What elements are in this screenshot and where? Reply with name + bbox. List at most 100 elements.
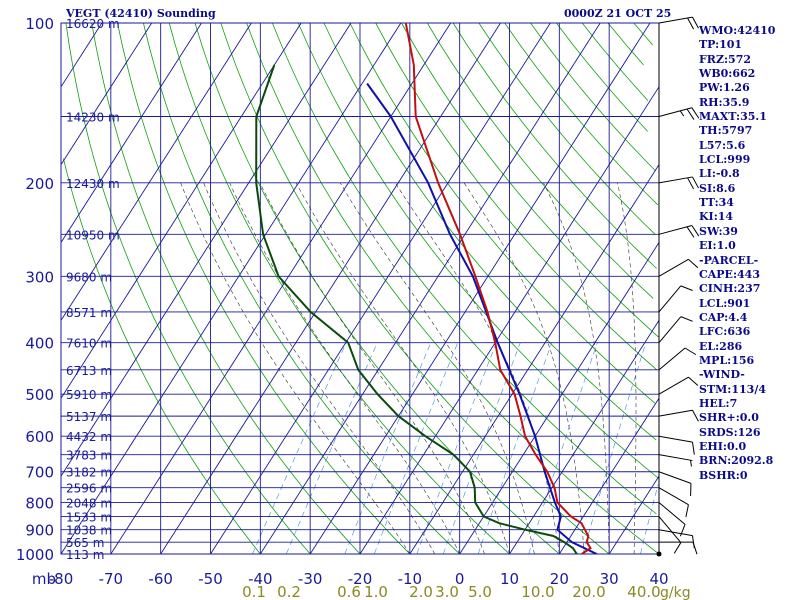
wind-barb-flag	[692, 176, 699, 189]
isotherm-line	[60, 22, 402, 555]
wind-barb	[658, 516, 682, 554]
wind-barb-staff	[658, 225, 692, 235]
pressure-label: 900	[25, 522, 54, 540]
temperature-tick-label: -50	[198, 570, 223, 588]
temperature-tick-label: -40	[248, 570, 273, 588]
pressure-label: 100	[25, 15, 54, 33]
dry-adiabat	[530, 22, 656, 172]
height-label: 1038 m	[66, 524, 112, 538]
isotherm-line	[60, 22, 252, 321]
moist-adiabat	[203, 182, 436, 555]
isotherm-line	[60, 22, 103, 88]
index-item: WMO:42410	[699, 24, 776, 37]
height-label: 5910 m	[66, 388, 112, 402]
mixing-ratio-line	[344, 342, 432, 555]
height-label: 113 m	[66, 548, 104, 562]
wind-barb-flag	[684, 347, 697, 356]
isotherm-line	[60, 22, 202, 243]
dewpoint-line	[255, 64, 578, 554]
index-item: WB0:662	[699, 67, 756, 81]
mixing-ratio-line	[477, 342, 553, 555]
index-item: TH:5797	[699, 124, 753, 138]
index-item: SRDS:126	[699, 425, 761, 439]
temperature-tick-label: -30	[298, 570, 323, 588]
mixing-ratio-label: 20.0	[572, 583, 605, 600]
pressure-label: 600	[25, 428, 54, 446]
temperature-tick-label: 20	[550, 570, 569, 588]
pressure-label: 800	[25, 495, 54, 513]
isotherm-line	[60, 22, 352, 477]
height-label: 9680 m	[66, 270, 112, 284]
wind-barb	[658, 225, 700, 238]
height-label: 12430 m	[66, 177, 120, 191]
index-item: -WIND-	[699, 368, 745, 382]
pressure-label: 200	[25, 175, 54, 193]
mixing-ratio-line	[416, 342, 497, 555]
height-label: 1533 m	[66, 511, 112, 525]
wind-barb	[658, 409, 699, 422]
wind-barb-staff	[658, 435, 693, 443]
wind-barb-calm	[656, 551, 662, 557]
wind-barb	[658, 502, 686, 537]
height-label: 16620 m	[66, 17, 120, 31]
index-item: KI:14	[699, 210, 734, 224]
dry-adiabat	[607, 22, 644, 66]
mixing-ratio-label: 10.0	[521, 583, 554, 600]
mixing-ratio-label: 5.0	[468, 583, 492, 600]
temperature-tick-label: 0	[455, 570, 465, 588]
wind-barb	[658, 16, 699, 30]
wind-barb	[658, 376, 699, 395]
wind-barb	[658, 435, 695, 455]
grid-lines	[60, 22, 660, 555]
dry-adiabat	[168, 22, 510, 555]
pressure-label: 700	[25, 464, 54, 482]
pressure-label: 300	[25, 268, 54, 286]
wind-barb	[658, 258, 699, 277]
mixing-ratio-line	[582, 342, 647, 555]
wind-barb	[658, 487, 689, 518]
index-item: TP:101	[699, 38, 743, 52]
temperature-tick-label: -70	[99, 570, 124, 588]
moist-adiabat	[295, 182, 510, 555]
index-item: BSHR:0	[699, 468, 748, 482]
wind-barb	[658, 285, 693, 313]
moist-adiabat	[229, 182, 460, 555]
index-item: SI:8.6	[699, 181, 736, 195]
dry-adiabat	[401, 22, 659, 338]
mb-unit-label: mb	[32, 570, 56, 588]
wind-barb-flag	[687, 17, 695, 30]
wind-barb	[658, 316, 693, 344]
isotherm-line	[160, 22, 501, 555]
height-label: 2596 m	[66, 482, 112, 496]
mixing-ratio-unit: g/kg	[660, 585, 691, 600]
mixing-ratio-label: 0.1	[242, 583, 266, 600]
height-label: 4432 m	[66, 430, 112, 444]
pressure-label: 500	[25, 386, 54, 404]
height-label: 7610 m	[66, 337, 112, 351]
wind-barb	[658, 471, 692, 497]
wind-barb-staff	[658, 471, 692, 484]
isotherm-line	[60, 22, 302, 399]
wind-barb	[658, 176, 699, 190]
wind-barb-staff	[658, 347, 686, 371]
moist-adiabat	[617, 182, 637, 554]
dry-adiabat	[426, 22, 654, 299]
wind-barb-staff	[658, 285, 682, 313]
height-label: 14230 m	[66, 111, 120, 125]
dry-adiabat	[143, 22, 460, 555]
index-item: BRN:2092.8	[699, 454, 774, 468]
height-label: 565 m	[66, 536, 104, 550]
index-item: TT:34	[699, 196, 734, 210]
index-item: HEL:7	[699, 396, 738, 410]
index-item: MPL:156	[699, 353, 755, 367]
wind-barb-flag	[688, 376, 699, 386]
wind-barb-staff	[658, 316, 682, 344]
mixing-ratio-label: 2.0	[409, 583, 433, 600]
dry-adiabat	[375, 22, 658, 371]
height-label: 3182 m	[66, 466, 112, 480]
wind-barb	[658, 107, 700, 120]
wind-barb-flag	[680, 285, 693, 291]
dry-adiabat	[272, 22, 657, 515]
